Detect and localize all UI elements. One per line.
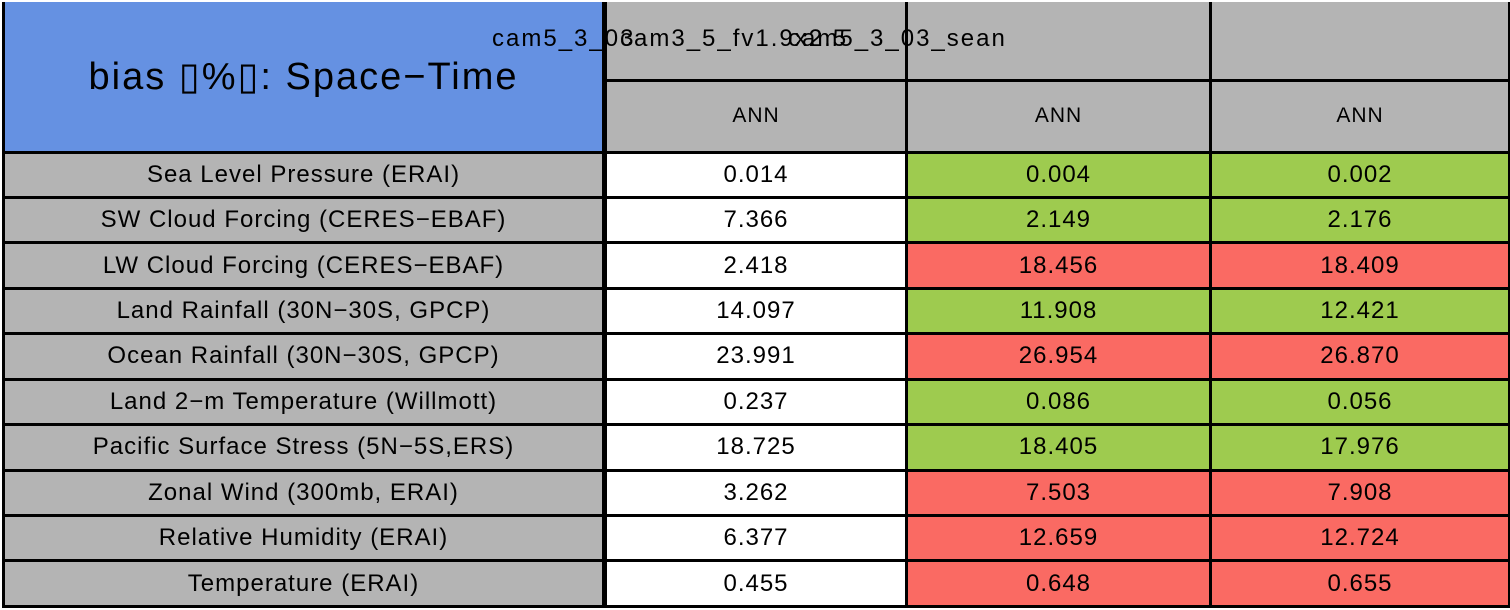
value-cell: 0.014: [603, 150, 908, 199]
table-row: Ocean Rainfall (30N−30S, GPCP) 23.991 26…: [2, 332, 1510, 381]
table-row: Zonal Wind (300mb, ERAI) 3.262 7.503 7.9…: [2, 468, 1510, 518]
season-header-col2: ANN: [905, 78, 1212, 154]
value-cell: 11.908: [905, 286, 1212, 336]
value-cell: 26.870: [1209, 332, 1510, 381]
model-header-row: bias ▯%▯: Space−Time: [2, 2, 1510, 154]
value-cell: 18.456: [905, 241, 1212, 290]
value-cell: 12.724: [1209, 513, 1510, 563]
table-title: bias ▯%▯: Space−Time: [2, 2, 607, 154]
model-header-cell-1: [603, 2, 908, 82]
value-cell: 0.648: [905, 559, 1212, 608]
value-cell: 0.002: [1209, 150, 1510, 199]
model-header-cell-3: [1209, 2, 1510, 82]
value-cell: 2.176: [1209, 195, 1510, 245]
value-cell: 18.725: [603, 423, 908, 472]
table-row: Relative Humidity (ERAI) 6.377 12.659 12…: [2, 513, 1510, 563]
table-row: SW Cloud Forcing (CERES−EBAF) 7.366 2.14…: [2, 195, 1510, 245]
value-cell: 26.954: [905, 332, 1212, 381]
value-cell: 6.377: [603, 513, 908, 563]
table-row: LW Cloud Forcing (CERES−EBAF) 2.418 18.4…: [2, 241, 1510, 290]
value-cell: 14.097: [603, 286, 908, 336]
model-header-cell-2: [905, 2, 1212, 82]
row-label: Land Rainfall (30N−30S, GPCP): [2, 286, 607, 336]
value-cell: 18.405: [905, 423, 1212, 472]
value-cell: 17.976: [1209, 423, 1510, 472]
value-cell: 0.455: [603, 559, 908, 608]
row-label: Ocean Rainfall (30N−30S, GPCP): [2, 332, 607, 381]
row-label: Relative Humidity (ERAI): [2, 513, 607, 563]
row-label: Zonal Wind (300mb, ERAI): [2, 468, 607, 518]
value-cell: 7.503: [905, 468, 1212, 518]
value-cell: 0.655: [1209, 559, 1510, 608]
season-header-col3: ANN: [1209, 78, 1510, 154]
value-cell: 12.659: [905, 513, 1212, 563]
table-row: Sea Level Pressure (ERAI) 0.014 0.004 0.…: [2, 150, 1510, 199]
value-cell: 7.366: [603, 195, 908, 245]
row-label: Pacific Surface Stress (5N−5S,ERS): [2, 423, 607, 472]
value-cell: 7.908: [1209, 468, 1510, 518]
row-label: Sea Level Pressure (ERAI): [2, 150, 607, 199]
table-row: Land Rainfall (30N−30S, GPCP) 14.097 11.…: [2, 286, 1510, 336]
table-row: Land 2−m Temperature (Willmott) 0.237 0.…: [2, 377, 1510, 427]
row-label: LW Cloud Forcing (CERES−EBAF): [2, 241, 607, 290]
table-row: Temperature (ERAI) 0.455 0.648 0.655: [2, 559, 1510, 608]
value-cell: 0.237: [603, 377, 908, 427]
value-cell: 0.004: [905, 150, 1212, 199]
value-cell: 2.149: [905, 195, 1212, 245]
value-cell: 0.086: [905, 377, 1212, 427]
row-label: SW Cloud Forcing (CERES−EBAF): [2, 195, 607, 245]
value-cell: 2.418: [603, 241, 908, 290]
season-header-row: ANN ANN ANN: [4, 78, 1510, 154]
value-cell: 23.991: [603, 332, 908, 381]
season-header-col1: ANN: [603, 78, 908, 154]
value-cell: 3.262: [603, 468, 908, 518]
row-label: Land 2−m Temperature (Willmott): [2, 377, 607, 427]
value-cell: 0.056: [1209, 377, 1510, 427]
value-cell: 18.409: [1209, 241, 1510, 290]
value-cell: 12.421: [1209, 286, 1510, 336]
table-row: Pacific Surface Stress (5N−5S,ERS) 18.72…: [2, 423, 1510, 472]
row-label: Temperature (ERAI): [2, 559, 607, 608]
